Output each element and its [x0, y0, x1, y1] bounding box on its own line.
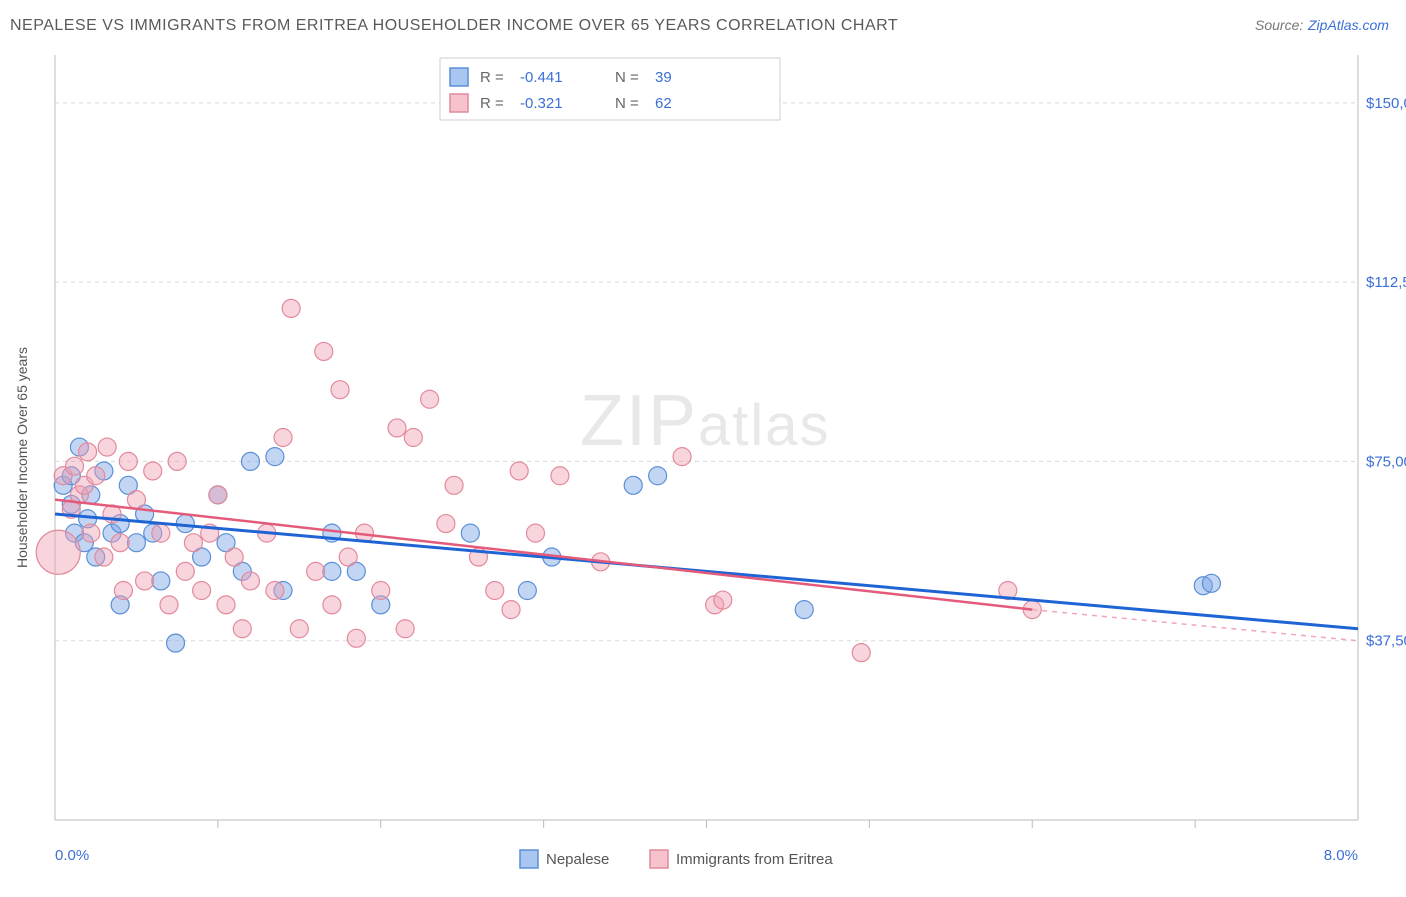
data-point [176, 562, 194, 580]
data-point [388, 419, 406, 437]
data-point [624, 476, 642, 494]
data-point [95, 548, 113, 566]
legend-n-value: 39 [655, 69, 672, 86]
data-point [127, 534, 145, 552]
data-point [66, 457, 84, 475]
data-point [510, 462, 528, 480]
data-point [79, 443, 97, 461]
y-axis-label: Householder Income Over 65 years [14, 347, 30, 568]
legend-r-label: R = [480, 95, 504, 112]
data-point [217, 596, 235, 614]
legend-n-label: N = [615, 69, 639, 86]
data-point [1202, 574, 1220, 592]
data-point [209, 486, 227, 504]
y-tick-label: $150,000 [1366, 95, 1406, 112]
chart-title: NEPALESE VS IMMIGRANTS FROM ERITREA HOUS… [10, 17, 898, 34]
chart-svg: NEPALESE VS IMMIGRANTS FROM ERITREA HOUS… [0, 0, 1406, 892]
data-point [649, 467, 667, 485]
data-point [114, 582, 132, 600]
svg-text:Source:: Source: [1255, 17, 1303, 33]
data-point [184, 534, 202, 552]
data-point [167, 634, 185, 652]
data-point [87, 467, 105, 485]
correlation-chart: NEPALESE VS IMMIGRANTS FROM ERITREA HOUS… [0, 0, 1406, 892]
legend-r-value: -0.441 [520, 69, 563, 86]
y-tick-label: $37,500 [1366, 633, 1406, 650]
data-point [282, 299, 300, 317]
legend-r-value: -0.321 [520, 95, 563, 112]
data-point [795, 601, 813, 619]
data-point [233, 620, 251, 638]
legend-n-label: N = [615, 95, 639, 112]
data-point [502, 601, 520, 619]
data-point [518, 582, 536, 600]
legend-n-value: 62 [655, 95, 672, 112]
data-point [315, 342, 333, 360]
data-point [307, 562, 325, 580]
legend-r-label: R = [480, 69, 504, 86]
data-point [347, 629, 365, 647]
data-point [168, 452, 186, 470]
data-point [396, 620, 414, 638]
svg-text:ZipAtlas.com: ZipAtlas.com [1307, 17, 1389, 33]
data-point [331, 381, 349, 399]
data-point [852, 644, 870, 662]
data-point [152, 524, 170, 542]
data-point [241, 452, 259, 470]
data-point [144, 462, 162, 480]
x-tick-label: 8.0% [1324, 847, 1358, 864]
data-point [714, 591, 732, 609]
data-point [437, 515, 455, 533]
data-point [673, 448, 691, 466]
data-point [266, 448, 284, 466]
series-immigrants-from-eritrea [36, 299, 1041, 661]
data-point [323, 596, 341, 614]
data-point [339, 548, 357, 566]
data-point [372, 582, 390, 600]
data-point [36, 530, 80, 574]
data-point [241, 572, 259, 590]
data-point [323, 562, 341, 580]
data-point [274, 429, 292, 447]
data-point [421, 390, 439, 408]
data-point [98, 438, 116, 456]
data-point [290, 620, 308, 638]
data-point [526, 524, 544, 542]
y-tick-label: $75,000 [1366, 453, 1406, 470]
source-attribution: Source:ZipAtlas.com [1255, 17, 1389, 33]
data-point [193, 582, 211, 600]
x-tick-label: 0.0% [55, 847, 89, 864]
data-point [82, 524, 100, 542]
bottom-legend-swatch [520, 850, 538, 868]
data-point [486, 582, 504, 600]
data-point [404, 429, 422, 447]
bottom-legend-label: Nepalese [546, 851, 609, 868]
data-point [445, 476, 463, 494]
bottom-legend-label: Immigrants from Eritrea [676, 851, 833, 868]
data-point [136, 572, 154, 590]
data-point [225, 548, 243, 566]
data-point [152, 572, 170, 590]
series-nepalese [54, 438, 1220, 652]
data-point [551, 467, 569, 485]
y-tick-label: $112,500 [1366, 274, 1406, 291]
legend-swatch [450, 94, 468, 112]
data-point [461, 524, 479, 542]
data-point [127, 491, 145, 509]
data-point [111, 534, 129, 552]
data-point [119, 452, 137, 470]
data-point [160, 596, 178, 614]
legend-swatch [450, 68, 468, 86]
bottom-legend-swatch [650, 850, 668, 868]
data-point [266, 582, 284, 600]
